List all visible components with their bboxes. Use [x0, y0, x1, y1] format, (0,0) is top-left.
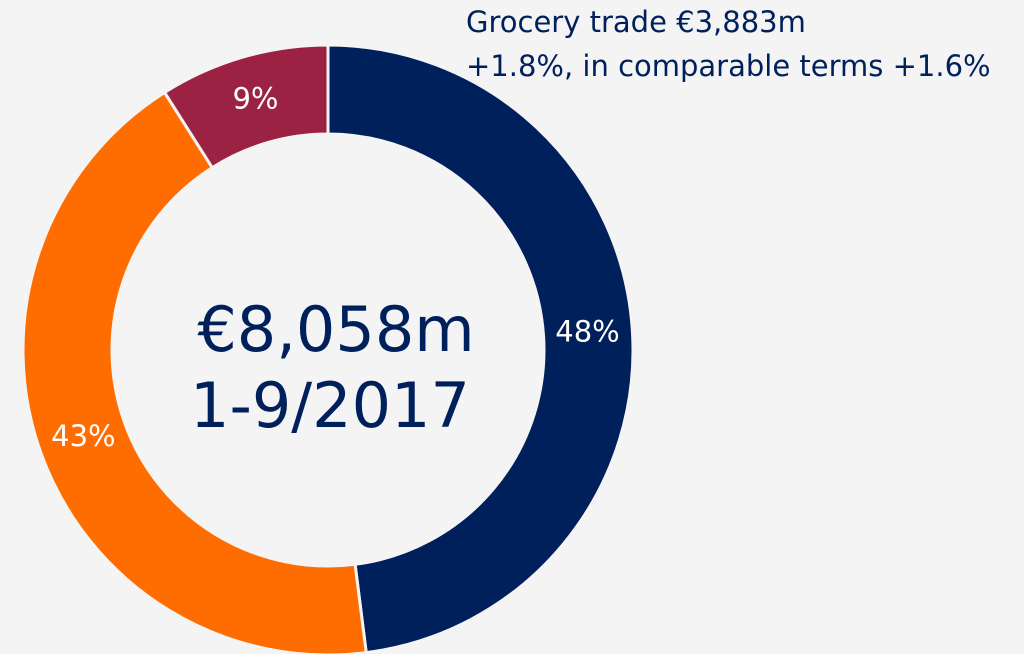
donut-segment: [162, 43, 330, 170]
data-label: 43%: [51, 419, 115, 453]
donut-segment: [21, 90, 368, 654]
annotation: +1.8%, in comparable terms +1.6%: [466, 49, 991, 83]
center-period: 1-9/2017: [190, 369, 470, 442]
data-label: 9%: [232, 81, 278, 115]
center-total: €8,058m: [197, 293, 474, 366]
data-label: 48%: [555, 315, 619, 349]
donut-segment: [326, 43, 635, 654]
donut: [21, 43, 635, 654]
annotation: Grocery trade €3,883m: [466, 5, 806, 39]
